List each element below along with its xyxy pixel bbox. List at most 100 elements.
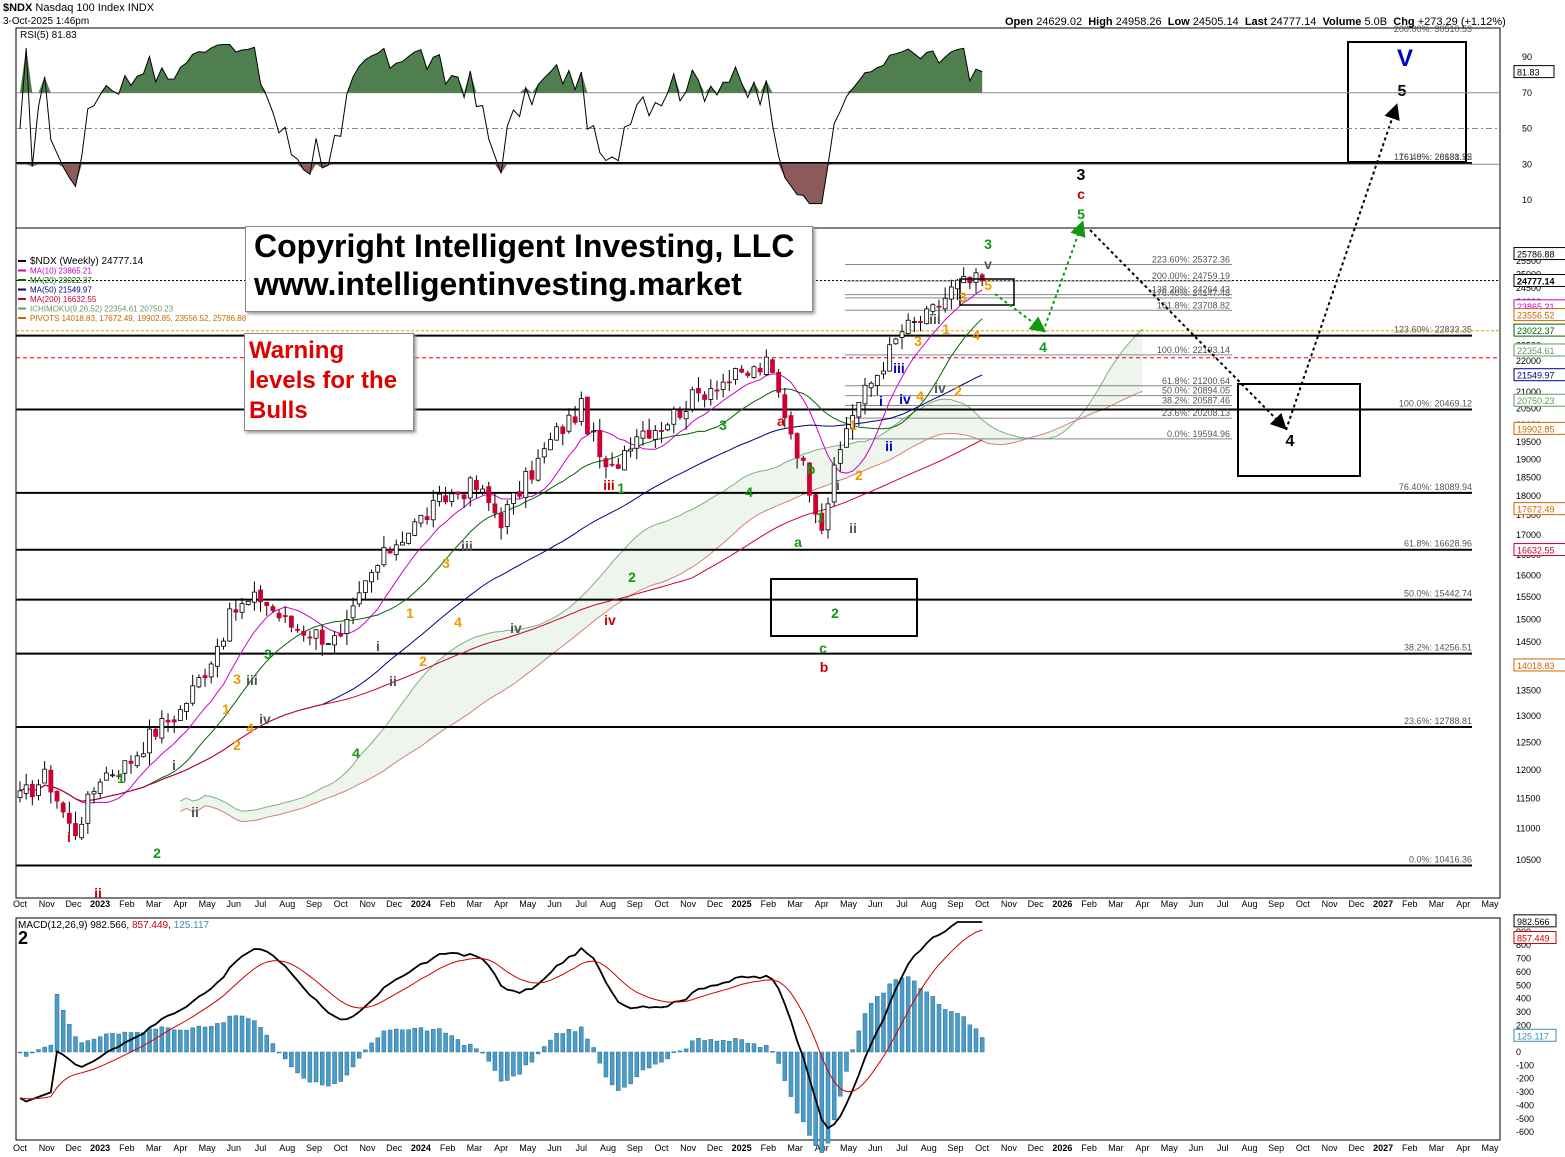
candle — [572, 406, 578, 425]
candle — [794, 432, 800, 469]
candle — [973, 268, 979, 294]
macd-badge: 125.117 — [1513, 1028, 1557, 1042]
time-tick-label: Mar — [146, 1143, 162, 1153]
macd-hist-bar — [400, 1029, 405, 1053]
time-tick-label: Dec — [1348, 1143, 1365, 1153]
time-tick-label: Feb — [1402, 899, 1418, 909]
macd-hist-bar — [930, 996, 936, 1053]
macd-hist-bar — [270, 1043, 276, 1053]
candle — [258, 585, 263, 612]
time-tick-label: Apr — [1456, 1143, 1470, 1153]
candle — [887, 337, 893, 372]
macd-tick-label: -300 — [1516, 1087, 1534, 1097]
macd-signal-line — [19, 929, 983, 1100]
wave-label: v — [984, 256, 992, 272]
macd-hist-bar — [375, 1037, 380, 1053]
macd-badge-label: 982.566 — [1517, 917, 1550, 927]
candle-body — [79, 823, 85, 839]
candle-body — [147, 728, 152, 754]
candle-body — [511, 492, 516, 504]
macd-tick-label: 200 — [1516, 1020, 1531, 1030]
macd-hist-bar — [282, 1051, 288, 1060]
candle-body — [430, 499, 436, 521]
macd-hist-bar — [338, 1051, 343, 1082]
candle — [763, 349, 769, 376]
candle-body — [177, 709, 183, 721]
time-tick-label: May — [1481, 899, 1499, 909]
candle — [116, 770, 122, 780]
candle-body — [251, 591, 257, 603]
time-tick-label: May — [519, 1143, 537, 1153]
macd-hist-bar — [967, 1024, 973, 1053]
candle-body — [60, 802, 66, 813]
legend-entry: MA(10) 23865.21 — [30, 267, 92, 276]
macd-hist-bar — [788, 1051, 794, 1097]
macd-hist-bar — [936, 1004, 942, 1053]
time-tick-label: Dec — [1028, 1143, 1045, 1153]
macd-hist-bar — [319, 1051, 325, 1086]
candle — [739, 365, 745, 374]
macd-hist-bar — [165, 1027, 171, 1053]
macd-hist-bar — [393, 1028, 399, 1053]
time-tick-label: Mar — [1108, 1143, 1124, 1153]
wave-label: 5 — [984, 277, 992, 293]
wave-label: 2 — [153, 845, 161, 861]
time-tick-label: Sep — [1268, 1143, 1284, 1153]
macd-hist-bar — [733, 1038, 738, 1053]
candle — [381, 535, 387, 568]
price-badge-box — [1513, 274, 1565, 288]
candle — [881, 361, 886, 380]
candle — [449, 489, 455, 507]
candle-body — [350, 605, 356, 619]
price-badge-box — [1513, 543, 1565, 557]
time-tick-label: 2025 — [732, 899, 752, 909]
candle — [48, 765, 54, 804]
macd-tick-label: -500 — [1516, 1114, 1534, 1124]
candle — [825, 497, 831, 539]
candle-body — [498, 513, 504, 529]
warning-text: Warning levels for the Bulls — [249, 337, 398, 424]
candle — [437, 485, 442, 507]
candle — [23, 773, 29, 800]
candle-body — [535, 457, 541, 481]
time-tick-label: Aug — [1241, 1143, 1257, 1153]
macd-hist-bar — [184, 1029, 189, 1053]
time-tick-label: Jul — [576, 899, 588, 909]
price-badge: 22354.61 — [1513, 343, 1565, 357]
fib-major-label: 176.40%: 28138.55 — [1394, 152, 1472, 162]
wave-label: iv — [934, 380, 946, 396]
candle — [430, 490, 436, 528]
support-box — [770, 578, 918, 637]
candle-body — [831, 464, 837, 503]
macd-hist-bar — [424, 1030, 430, 1053]
candle-body — [800, 457, 806, 461]
candle-body — [134, 755, 140, 767]
macd-hist-bar — [757, 1047, 763, 1053]
price-tick-label: 17500 — [1516, 510, 1541, 520]
rsi-tick-label: 50 — [1522, 124, 1532, 134]
wave-label: 2 — [419, 653, 427, 669]
time-tick-label: Aug — [600, 1143, 616, 1153]
candle — [646, 418, 652, 440]
macd-hist-bar — [801, 1051, 806, 1123]
candle — [227, 602, 233, 642]
candle — [196, 674, 202, 689]
time-tick-label: Feb — [440, 899, 456, 909]
macd-hist-bar — [381, 1030, 387, 1053]
macd-hist-bar — [955, 1013, 960, 1053]
wave-label: 3 — [914, 333, 922, 349]
macd-hist-bar — [30, 1051, 35, 1054]
fib-minor-label: 176.40%: 24147.48 — [1152, 288, 1230, 298]
candle-body — [66, 812, 72, 824]
candle-body — [874, 374, 880, 386]
macd-line — [19, 921, 983, 1130]
macd-hist-bar — [289, 1051, 294, 1068]
wave-label: iv — [510, 620, 522, 636]
time-tick-label: Aug — [279, 899, 295, 909]
time-tick-label: Jul — [576, 1143, 588, 1153]
macd-hist-bar — [73, 1036, 78, 1053]
macd-hist-bar — [548, 1039, 553, 1053]
macd-hist-bar — [640, 1051, 646, 1071]
candle-body — [936, 305, 942, 308]
candle — [406, 532, 411, 545]
